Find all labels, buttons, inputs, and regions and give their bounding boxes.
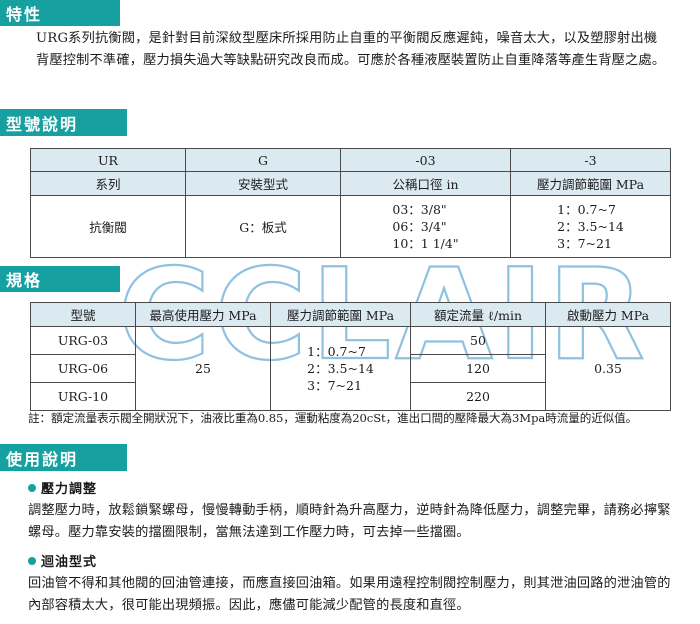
spec-header-model: 型號 xyxy=(30,302,136,327)
section-header-features: 特性 xyxy=(0,0,120,26)
table-row: URG-03 25 1：0.7~7 2：3.5~14 3：7~21 50 0.3… xyxy=(30,326,671,411)
usage-item-title-row: 迴油型式 xyxy=(28,551,678,570)
section-title-features: 特性 xyxy=(6,5,43,24)
table-row-label: 系列 安裝型式 公稱口徑 in 壓力調節範圍 MPa xyxy=(30,171,671,196)
spec-header-row: 型號 最高使用壓力 MPa 壓力調節範圍 MPa 額定流量 ℓ/min 啟動壓力… xyxy=(30,302,671,327)
spec-table: 型號 最高使用壓力 MPa 壓力調節範圍 MPa 額定流量 ℓ/min 啟動壓力… xyxy=(30,302,671,411)
model-code-cell-0: UR xyxy=(30,148,186,172)
spec-rated-flow-2: 220 xyxy=(410,382,546,411)
spec-cracking-pressure-value: 0.35 xyxy=(545,326,671,411)
spec-header-cracking-pressure: 啟動壓力 MPa xyxy=(545,302,671,327)
model-label-cell-2: 公稱口徑 in xyxy=(340,171,511,196)
table-row-value: 抗衡閥 G：板式 03：3/8" 06：3/4" 10：1 1/4" 1：0.7… xyxy=(30,195,671,258)
usage-item-body-1: 回油管不得和其他閥的回油管連接，而應直接回油箱。如果用遠程控制閥控制壓力，則其泄… xyxy=(28,576,671,613)
usage-item-return-oil: 迴油型式 回油管不得和其他閥的回油管連接，而應直接回油箱。如果用遠程控制閥控制壓… xyxy=(28,551,678,616)
model-value-cell-2: 03：3/8" 06：3/4" 10：1 1/4" xyxy=(340,195,511,258)
spec-max-pressure-value: 25 xyxy=(135,326,271,411)
section-header-spec: 規格 xyxy=(0,266,120,292)
usage-item-body-0: 調整壓力時，放鬆鎖緊螺母，慢慢轉動手柄，順時針為升高壓力，逆時針為降低壓力，調整… xyxy=(28,503,671,540)
bullet-dot-icon xyxy=(28,556,36,565)
model-label-cell-1: 安裝型式 xyxy=(185,171,341,196)
spec-note: 註：額定流量表示閥全開狀況下，油液比重為0.85，運動粘度為20cSt，進出口間… xyxy=(28,411,638,425)
spec-rated-flow-1: 120 xyxy=(410,354,546,383)
table-row-code: UR G -03 -3 xyxy=(30,148,671,172)
section-title-spec: 規格 xyxy=(6,271,43,290)
bore-size-list: 03：3/8" 06：3/4" 10：1 1/4" xyxy=(392,202,459,251)
model-code-table: UR G -03 -3 系列 安裝型式 公稱口徑 in 壓力調節範圍 MPa 抗… xyxy=(30,148,671,258)
model-label-cell-0: 系列 xyxy=(30,171,186,196)
usage-item-title-0: 壓力調整 xyxy=(41,482,98,497)
section-header-model-code: 型號說明 xyxy=(0,109,127,136)
spec-rated-flow-0: 50 xyxy=(410,326,546,355)
model-code-cell-2: -03 xyxy=(340,148,511,172)
features-paragraph: URG系列抗衡閥，是針對目前深紋型壓床所採用防止自重的平衡閥反應遲鈍，噪音太大，… xyxy=(36,31,666,68)
usage-item-title-row: 壓力調整 xyxy=(28,478,678,497)
bullet-dot-icon xyxy=(28,483,36,492)
usage-item-pressure-adjust: 壓力調整 調整壓力時，放鬆鎖緊螺母，慢慢轉動手柄，順時針為升高壓力，逆時針為降低… xyxy=(28,478,678,543)
model-value-cell-3: 1：0.7~7 2：3.5~14 3：7~21 xyxy=(510,195,671,258)
usage-item-title-1: 迴油型式 xyxy=(41,555,98,570)
model-code-cell-3: -3 xyxy=(510,148,671,172)
model-label-cell-3: 壓力調節範圍 MPa xyxy=(510,171,671,196)
table-row: URG-10 220 xyxy=(30,382,671,411)
section-title-model-code: 型號說明 xyxy=(6,114,79,134)
section-title-usage: 使用說明 xyxy=(6,449,79,469)
model-value-cell-1: G：板式 xyxy=(185,195,341,258)
spec-header-max-pressure: 最高使用壓力 MPa xyxy=(135,302,271,327)
spec-model-0: URG-03 xyxy=(30,326,136,355)
spec-header-adjust-range: 壓力調節範圍 MPa xyxy=(270,302,411,327)
spec-adjust-range-list: 1：0.7~7 2：3.5~14 3：7~21 xyxy=(307,344,374,393)
spec-model-2: URG-10 xyxy=(30,382,136,411)
model-value-cell-0: 抗衡閥 xyxy=(30,195,186,258)
pressure-range-list: 1：0.7~7 2：3.5~14 3：7~21 xyxy=(557,202,624,251)
spec-header-rated-flow: 額定流量 ℓ/min xyxy=(410,302,546,327)
table-row: URG-06 120 xyxy=(30,354,671,383)
model-code-cell-1: G xyxy=(185,148,341,172)
spec-model-1: URG-06 xyxy=(30,354,136,383)
spec-adjust-range-value: 1：0.7~7 2：3.5~14 3：7~21 xyxy=(270,326,411,411)
section-header-usage: 使用說明 xyxy=(0,444,127,471)
